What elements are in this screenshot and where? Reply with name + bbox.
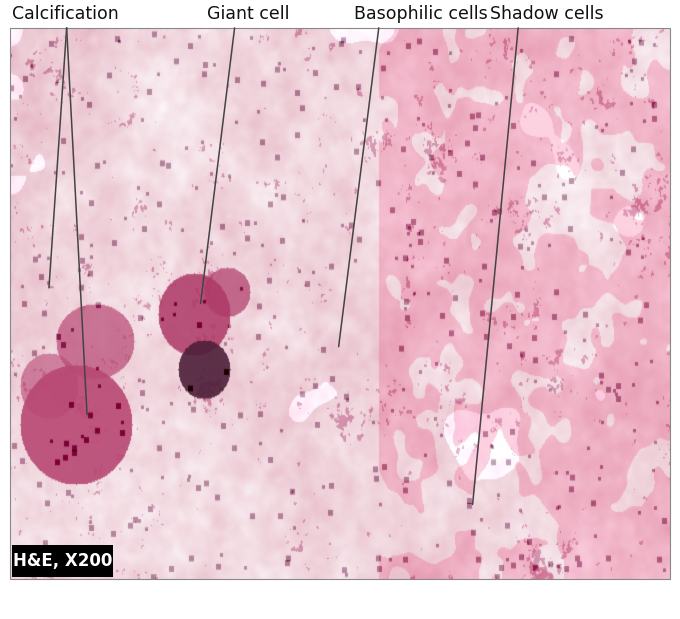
- Bar: [12, 545, 113, 577]
- Bar: [10, 28, 670, 579]
- Text: Calcification: Calcification: [12, 4, 119, 23]
- Text: Basophilic cells: Basophilic cells: [354, 4, 488, 23]
- Text: Giant cell: Giant cell: [207, 4, 290, 23]
- Text: H&E, X200: H&E, X200: [13, 552, 112, 570]
- Text: Shadow cells: Shadow cells: [490, 4, 603, 23]
